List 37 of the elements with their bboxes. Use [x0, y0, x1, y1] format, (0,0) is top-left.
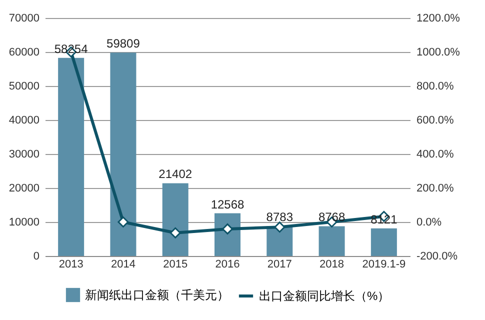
y2-tick-label: 1200.0%	[416, 12, 460, 24]
x-tick-label: 2018	[320, 258, 344, 270]
y-tick-label: 70000	[8, 12, 40, 24]
y-tick-label: 30000	[8, 148, 40, 160]
point	[170, 227, 181, 238]
x-tick-label: 2014	[110, 258, 136, 270]
y-tick-label: 10000	[8, 216, 40, 228]
x-tick-label: 2016	[215, 258, 240, 270]
y2-tick-label: -200.0%	[416, 250, 458, 262]
y-tick-label: 50000	[8, 80, 40, 92]
y-tick-label: 40000	[8, 114, 40, 126]
x-tick-label: 2019.1-9	[362, 258, 406, 270]
y2-tick-label: 400.0%	[416, 148, 454, 160]
y2-tick-label: 800.0%	[416, 80, 454, 92]
data-label: 12568	[210, 197, 245, 212]
y-tick-label: 0	[33, 250, 40, 262]
y-tick-label: 20000	[8, 182, 40, 194]
legend-label: 新闻纸出口金额（千美元）	[85, 288, 229, 302]
x-tick-label: 2017	[267, 258, 292, 270]
bar	[162, 183, 188, 256]
bar	[110, 52, 136, 256]
bar	[370, 228, 397, 256]
x-tick-label: 2013	[58, 258, 84, 270]
y2-tick-label: 1000.0%	[416, 46, 460, 58]
bar	[58, 58, 84, 256]
y2-tick-label: 600.0%	[416, 114, 454, 126]
data-label: 21402	[158, 167, 192, 182]
y2-tick-label: 200.0%	[416, 182, 454, 194]
data-label: 8783	[266, 210, 294, 224]
y-tick-label: 60000	[8, 46, 40, 58]
data-label: 59809	[106, 36, 140, 51]
point	[118, 216, 129, 228]
x-tick-label: 2015	[163, 258, 188, 270]
bar	[318, 226, 345, 256]
y2-tick-label: 0.0%	[416, 216, 442, 228]
point	[274, 222, 286, 233]
legend-label: 出口金额同比增长（%）	[259, 289, 390, 303]
